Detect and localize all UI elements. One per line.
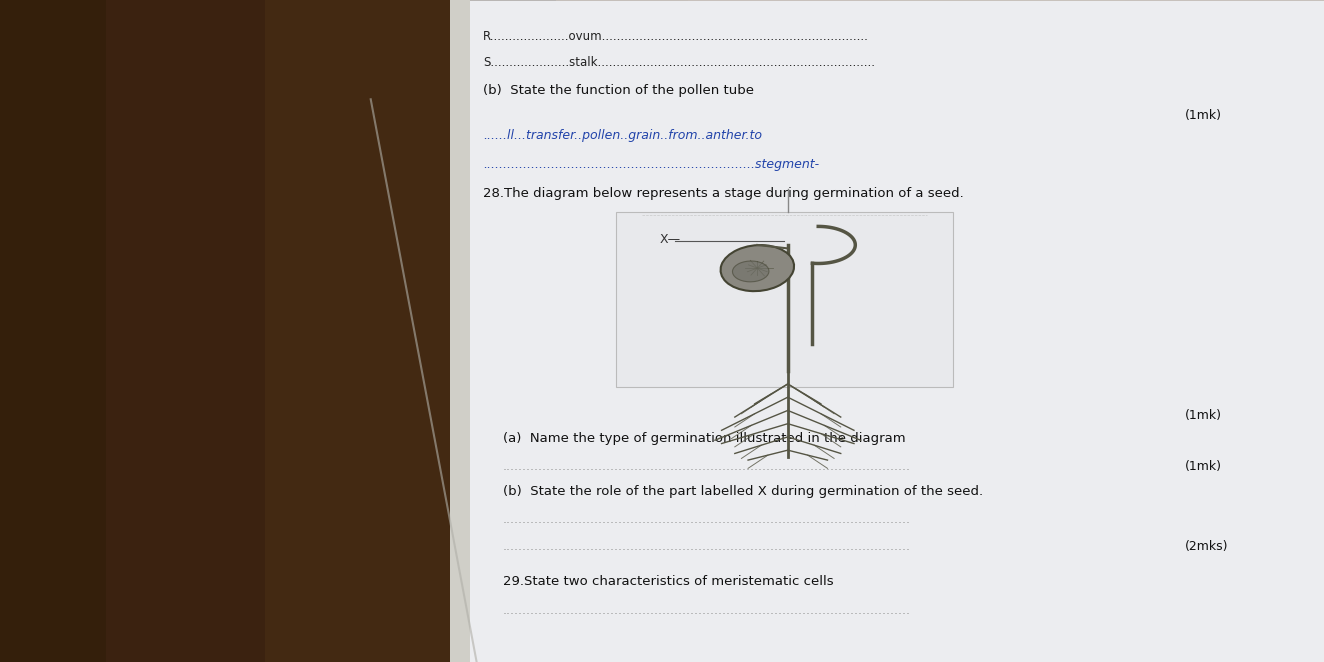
- Bar: [450, 0, 470, 662]
- Text: R.....................ovum......................................................: R.....................ovum..............…: [483, 30, 869, 43]
- Bar: [463, 0, 556, 662]
- Text: (b)  State the function of the pollen tube: (b) State the function of the pollen tub…: [483, 84, 755, 97]
- Text: ................................................................................: ........................................…: [503, 540, 911, 553]
- Bar: [0, 0, 106, 662]
- Bar: [1125, 0, 1324, 662]
- Text: (1mk): (1mk): [1185, 409, 1222, 422]
- Ellipse shape: [720, 245, 794, 291]
- Bar: [0, 0, 556, 662]
- Text: ................................................................................: ........................................…: [503, 604, 911, 617]
- Text: (1mk): (1mk): [1185, 109, 1222, 122]
- Text: (2mks): (2mks): [1185, 540, 1229, 553]
- Bar: [556, 0, 688, 662]
- Bar: [616, 212, 953, 387]
- Text: X—: X—: [659, 233, 681, 246]
- Text: ....................................................................stegment-: ........................................…: [483, 158, 820, 171]
- Text: ................................................................................: ........................................…: [503, 460, 911, 473]
- Bar: [688, 0, 887, 662]
- Ellipse shape: [732, 261, 769, 282]
- Bar: [265, 0, 463, 662]
- Text: 28.The diagram below represents a stage during germination of a seed.: 28.The diagram below represents a stage …: [483, 187, 964, 200]
- Text: 29.State two characteristics of meristematic cells: 29.State two characteristics of meristem…: [503, 575, 834, 588]
- Text: S.....................stalk.....................................................: S.....................stalk.............…: [483, 56, 875, 70]
- Bar: [463, 0, 1324, 662]
- Text: (1mk): (1mk): [1185, 460, 1222, 473]
- Text: (a)  Name the type of germination illustrated in the diagram: (a) Name the type of germination illustr…: [503, 432, 906, 445]
- Bar: [556, 0, 1324, 662]
- Bar: [887, 0, 1125, 662]
- Bar: [106, 0, 265, 662]
- Text: ................................................................................: ........................................…: [503, 513, 911, 526]
- Text: (b)  State the role of the part labelled X during germination of the seed.: (b) State the role of the part labelled …: [503, 485, 984, 498]
- Text: ......ll...transfer..pollen..grain..from..anther.to: ......ll...transfer..pollen..grain..from…: [483, 129, 763, 142]
